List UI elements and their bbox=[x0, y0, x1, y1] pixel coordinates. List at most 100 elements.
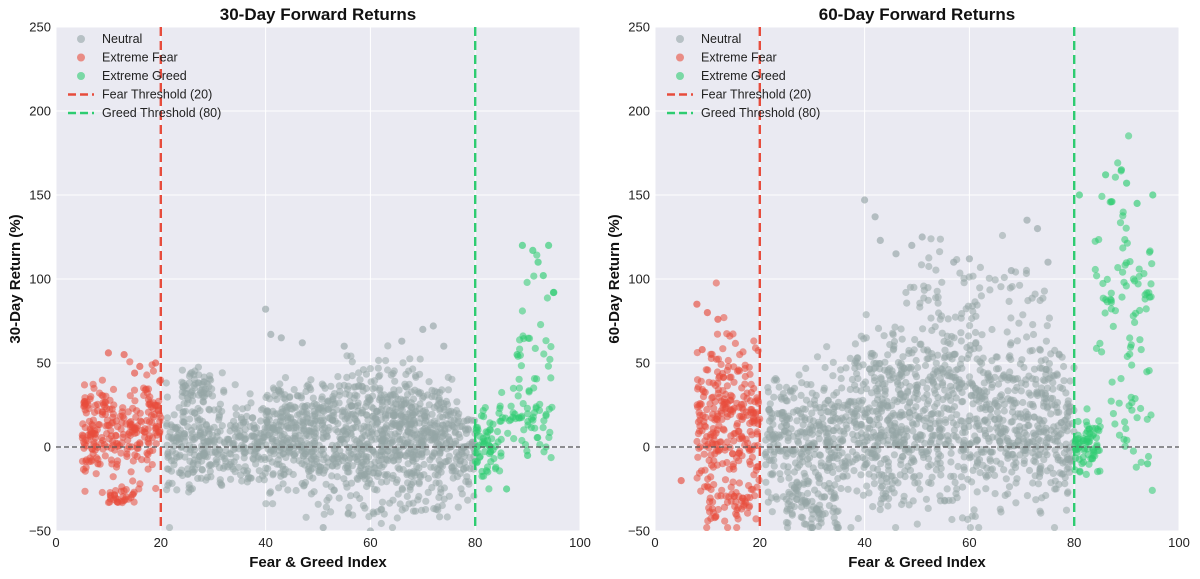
data-point bbox=[830, 391, 838, 399]
data-point bbox=[1022, 444, 1030, 452]
data-point bbox=[969, 466, 977, 474]
data-point bbox=[893, 378, 901, 386]
data-point bbox=[396, 500, 404, 508]
data-point bbox=[861, 455, 869, 463]
data-point bbox=[420, 460, 428, 469]
data-point bbox=[925, 262, 933, 271]
data-point bbox=[1011, 454, 1019, 462]
data-point bbox=[802, 396, 811, 404]
data-point bbox=[206, 372, 214, 380]
data-point bbox=[837, 366, 845, 374]
data-point bbox=[918, 233, 926, 241]
data-point bbox=[943, 393, 951, 401]
data-point bbox=[842, 465, 850, 473]
data-point bbox=[309, 420, 317, 428]
data-point bbox=[1136, 336, 1144, 344]
data-point bbox=[714, 315, 722, 323]
data-point bbox=[911, 370, 919, 378]
data-point bbox=[284, 486, 292, 494]
data-point bbox=[1029, 402, 1037, 410]
data-point bbox=[383, 478, 391, 486]
data-point bbox=[882, 492, 890, 500]
data-point bbox=[960, 463, 968, 471]
data-point bbox=[859, 380, 867, 389]
data-point bbox=[923, 400, 932, 408]
data-point bbox=[769, 432, 777, 440]
data-point bbox=[738, 452, 746, 460]
data-point bbox=[343, 462, 351, 470]
data-point bbox=[1060, 377, 1068, 385]
data-point bbox=[509, 384, 517, 392]
data-point bbox=[777, 393, 785, 401]
data-point bbox=[287, 424, 295, 432]
data-point bbox=[1118, 293, 1126, 301]
data-point bbox=[1023, 492, 1031, 500]
data-point bbox=[1005, 483, 1014, 491]
data-point bbox=[700, 450, 708, 458]
data-point bbox=[530, 384, 538, 392]
data-point bbox=[846, 416, 854, 425]
data-point bbox=[257, 417, 265, 425]
data-point bbox=[485, 441, 493, 449]
data-point bbox=[424, 488, 432, 496]
data-point bbox=[925, 478, 933, 487]
data-point bbox=[752, 466, 760, 474]
data-point bbox=[186, 415, 194, 423]
data-point bbox=[301, 478, 310, 487]
legend-item: Extreme Fear bbox=[77, 51, 178, 65]
data-point bbox=[965, 373, 974, 381]
data-point bbox=[432, 479, 440, 487]
data-point bbox=[955, 376, 963, 384]
data-point bbox=[988, 325, 996, 334]
data-point bbox=[144, 465, 152, 473]
data-point bbox=[877, 401, 885, 409]
data-point bbox=[1051, 401, 1059, 409]
data-point bbox=[991, 490, 999, 498]
data-point bbox=[353, 445, 361, 453]
data-point bbox=[829, 417, 837, 425]
data-point bbox=[836, 435, 844, 443]
data-point bbox=[398, 337, 406, 345]
data-point bbox=[216, 427, 224, 435]
data-point bbox=[173, 453, 181, 461]
data-point bbox=[1145, 367, 1153, 375]
legend-label: Extreme Fear bbox=[102, 51, 178, 65]
data-point bbox=[971, 415, 979, 423]
data-point bbox=[220, 386, 228, 394]
y-tick-label: 200 bbox=[628, 104, 650, 119]
data-point bbox=[269, 425, 278, 434]
data-point bbox=[533, 251, 541, 259]
data-point bbox=[821, 363, 829, 372]
data-point bbox=[1022, 266, 1031, 274]
data-point bbox=[960, 453, 968, 461]
data-point bbox=[934, 455, 942, 463]
data-point bbox=[372, 414, 380, 422]
data-point bbox=[1148, 486, 1156, 494]
data-point bbox=[703, 524, 711, 531]
x-tick-label: 80 bbox=[1067, 535, 1081, 550]
data-point bbox=[1144, 460, 1152, 468]
data-point bbox=[969, 272, 977, 280]
data-point bbox=[745, 482, 753, 490]
data-point bbox=[528, 415, 536, 423]
data-point bbox=[384, 342, 392, 350]
data-point bbox=[751, 492, 759, 500]
data-point bbox=[1029, 330, 1038, 339]
data-point bbox=[106, 498, 114, 506]
data-point bbox=[503, 485, 511, 493]
x-tick-label: 60 bbox=[363, 535, 377, 550]
data-point bbox=[1049, 436, 1057, 444]
data-point bbox=[852, 451, 861, 459]
data-point bbox=[804, 455, 812, 463]
data-point bbox=[374, 364, 382, 372]
data-point bbox=[720, 314, 728, 322]
data-point bbox=[916, 485, 924, 493]
data-point bbox=[1023, 216, 1031, 224]
data-point bbox=[291, 450, 299, 458]
data-point bbox=[92, 470, 100, 478]
data-point bbox=[863, 482, 871, 490]
data-point bbox=[175, 438, 183, 447]
legend-marker bbox=[676, 35, 684, 43]
data-point bbox=[809, 464, 817, 472]
data-point bbox=[373, 472, 382, 480]
